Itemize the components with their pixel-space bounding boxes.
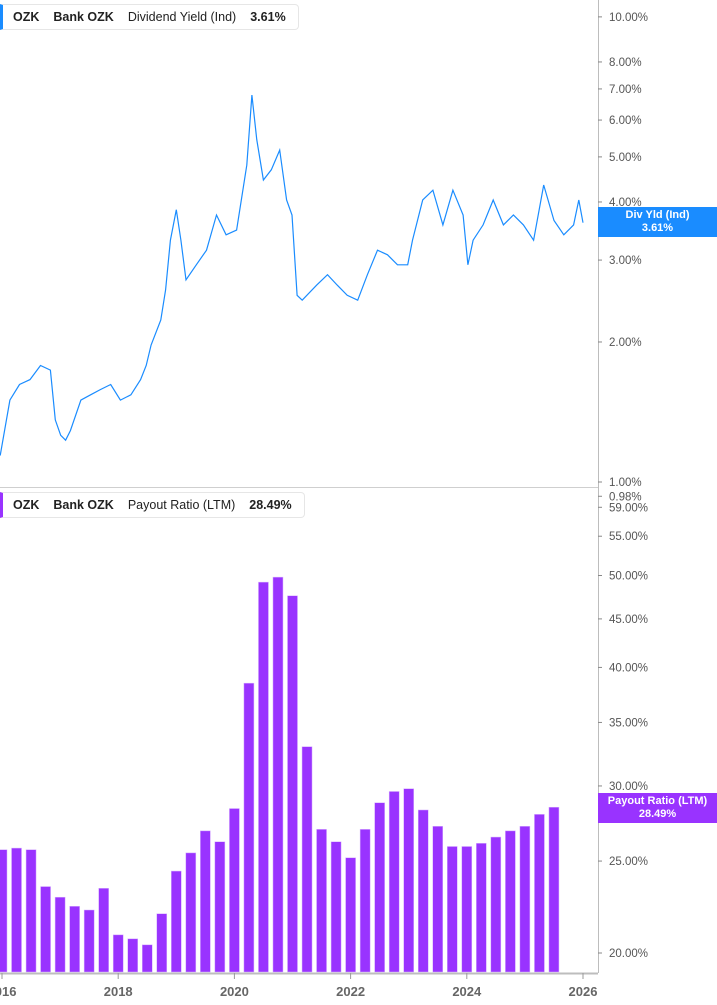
tag-label: Div Yld (Ind) bbox=[625, 209, 690, 221]
x-tick-label: 2022 bbox=[336, 984, 365, 999]
payout-bar bbox=[185, 852, 197, 973]
payout-bar bbox=[98, 888, 109, 973]
y-tick-label: 59.00% bbox=[609, 502, 648, 514]
payout-bar bbox=[432, 826, 443, 973]
legend-ticker: OZK bbox=[13, 498, 40, 512]
y-tick-label: 30.00% bbox=[609, 781, 648, 793]
payout-y-axis: 0.98%59.00% 55.00% 50.00% 45.00% 40.00% 35.00… bbox=[598, 491, 648, 960]
payout-bars bbox=[0, 576, 560, 973]
dividend-yield-line bbox=[0, 95, 584, 456]
payout-bar bbox=[301, 746, 313, 973]
y-tick-label: 50.00% bbox=[609, 570, 648, 582]
payout-bar bbox=[272, 576, 284, 973]
payout-bar bbox=[417, 809, 429, 973]
payout-bar bbox=[214, 841, 226, 973]
payout-bar bbox=[403, 788, 414, 973]
y-tick-label: 1.00% bbox=[609, 477, 642, 489]
payout-bar bbox=[447, 846, 458, 973]
legend-metric: Payout Ratio (LTM) bbox=[127, 498, 236, 512]
payout-bar bbox=[83, 909, 95, 973]
y-tick-label: 0.98% bbox=[609, 491, 642, 503]
yield-legend: OZK Bank OZK Dividend Yield (Ind) 3.61% bbox=[0, 4, 299, 30]
x-tick-label: 2020 bbox=[220, 984, 249, 999]
payout-bar bbox=[0, 849, 8, 973]
tag-value: 28.49% bbox=[638, 808, 677, 820]
payout-bar bbox=[345, 857, 356, 973]
y-tick-label: 2.00% bbox=[609, 337, 642, 349]
payout-bar bbox=[374, 802, 385, 973]
y-tick-label: 40.00% bbox=[609, 662, 648, 674]
y-tick-label: 10.00% bbox=[609, 12, 648, 24]
payout-bar bbox=[229, 808, 240, 973]
payout-bar bbox=[330, 841, 342, 973]
tag-label: Payout Ratio (LTM) bbox=[607, 795, 708, 807]
payout-bar bbox=[54, 896, 66, 973]
payout-bar bbox=[316, 829, 327, 973]
y-tick-label: 3.00% bbox=[609, 255, 642, 267]
payout-bar bbox=[69, 906, 80, 973]
payout-bar bbox=[461, 846, 473, 973]
payout-bar bbox=[171, 870, 182, 973]
x-tick-label: 2026 bbox=[569, 984, 598, 999]
y-tick-label: 35.00% bbox=[609, 717, 648, 729]
payout-bar bbox=[40, 886, 51, 973]
payout-bar bbox=[287, 595, 298, 973]
yield-y-axis: 10.00% 8.00% 7.00% 6.00% 5.00% 4.00% 3.00% 2.00… bbox=[598, 12, 648, 489]
y-tick-label: 5.00% bbox=[609, 152, 642, 164]
legend-ticker: OZK bbox=[13, 10, 40, 24]
payout-bar bbox=[25, 849, 37, 973]
y-tick-label: 20.00% bbox=[609, 948, 648, 960]
payout-legend: OZK Bank OZK Payout Ratio (LTM) 28.49% bbox=[0, 492, 305, 518]
payout-bar bbox=[11, 847, 22, 973]
x-tick-label: 2018 bbox=[104, 984, 133, 999]
payout-bar bbox=[476, 843, 487, 973]
payout-bar bbox=[127, 938, 138, 973]
y-tick-label: 45.00% bbox=[609, 614, 648, 626]
x-tick-label: 2016 bbox=[0, 984, 16, 999]
payout-bar bbox=[388, 791, 400, 973]
legend-value: 3.61% bbox=[250, 10, 286, 24]
x-axis: 2016 2018 2020 2022 2024 2026 bbox=[0, 973, 597, 999]
payout-bar bbox=[519, 826, 531, 973]
x-tick-label: 2024 bbox=[452, 984, 482, 999]
legend-company: Bank OZK bbox=[53, 498, 114, 512]
payout-bar bbox=[200, 830, 211, 973]
payout-current-tag: Payout Ratio (LTM) 28.49% bbox=[598, 793, 717, 823]
legend-value: 28.49% bbox=[249, 498, 292, 512]
tag-value: 3.61% bbox=[641, 222, 674, 234]
legend-company: Bank OZK bbox=[53, 10, 114, 24]
payout-bar bbox=[548, 806, 560, 973]
payout-bar bbox=[258, 581, 269, 973]
payout-bar bbox=[243, 682, 255, 973]
y-tick-label: 7.00% bbox=[609, 84, 642, 96]
payout-bar bbox=[505, 830, 516, 973]
legend-metric: Dividend Yield (Ind) bbox=[127, 10, 237, 24]
payout-bar bbox=[112, 934, 124, 973]
payout-bar bbox=[359, 829, 371, 973]
yield-current-tag: Div Yld (Ind) 3.61% bbox=[598, 207, 717, 237]
payout-bar bbox=[490, 836, 502, 973]
y-tick-label: 55.00% bbox=[609, 531, 648, 543]
payout-bar bbox=[142, 944, 153, 973]
payout-bar bbox=[534, 814, 545, 973]
y-tick-label: 8.00% bbox=[609, 57, 642, 69]
payout-bar bbox=[156, 913, 168, 973]
y-tick-label: 6.00% bbox=[609, 115, 642, 127]
y-tick-label: 25.00% bbox=[609, 856, 648, 868]
y-tick-label: 4.00% bbox=[609, 197, 642, 209]
